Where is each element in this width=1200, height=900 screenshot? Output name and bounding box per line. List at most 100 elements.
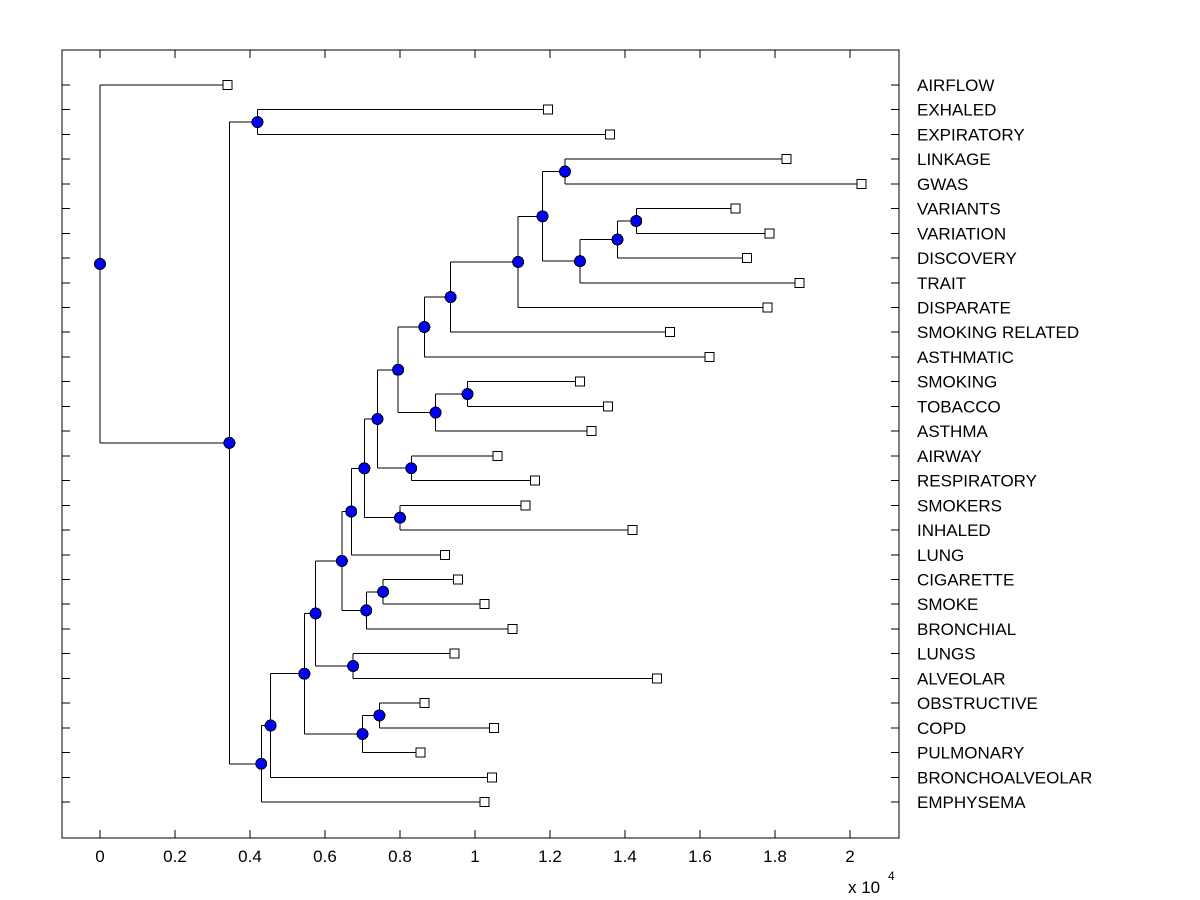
x-tick-label: 1 (470, 847, 479, 866)
internal-node-marker[interactable] (559, 165, 571, 178)
internal-node-marker[interactable] (429, 406, 442, 419)
leaf-node-marker[interactable] (507, 623, 518, 634)
leaf-node-marker[interactable] (627, 525, 638, 536)
x-tick-label: 0.4 (238, 847, 262, 866)
leaf-label[interactable]: LUNG (917, 546, 964, 565)
leaf-node-marker[interactable] (222, 80, 233, 90)
internal-node-marker[interactable] (394, 511, 406, 524)
leaf-label[interactable]: EMPHYSEMA (917, 793, 1026, 812)
leaf-label[interactable]: ALVEOLAR (917, 669, 1006, 688)
x-tick-label: 1.4 (613, 847, 637, 866)
leaf-label[interactable]: DISPARATE (917, 299, 1011, 318)
tree-node-markers (94, 80, 867, 807)
leaf-label[interactable]: INHALED (917, 521, 991, 540)
leaf-label[interactable]: ASTHMATIC (917, 348, 1014, 367)
leaf-label[interactable]: OBSTRUCTIVE (917, 694, 1038, 713)
internal-node-marker[interactable] (347, 660, 360, 673)
leaf-node-marker[interactable] (856, 178, 867, 189)
leaf-label[interactable]: BRONCHIAL (917, 620, 1016, 639)
leaf-node-marker[interactable] (415, 747, 426, 758)
leaf-node-marker[interactable] (479, 796, 490, 807)
internal-node-marker[interactable] (360, 604, 373, 617)
internal-node-marker[interactable] (392, 363, 405, 376)
internal-node-marker[interactable] (309, 607, 322, 620)
internal-node-marker[interactable] (405, 462, 418, 475)
leaf-node-marker[interactable] (704, 351, 715, 362)
leaf-node-marker[interactable] (449, 648, 460, 659)
leaf-node-marker[interactable] (419, 698, 430, 709)
internal-node-marker[interactable] (251, 116, 264, 129)
internal-node-marker[interactable] (264, 719, 277, 732)
plot-box (61, 49, 900, 839)
internal-node-marker[interactable] (255, 757, 268, 770)
internal-node-marker[interactable] (611, 233, 624, 246)
x-tick-label: 0.6 (313, 847, 337, 866)
leaf-label[interactable]: ASTHMA (917, 422, 989, 441)
leaf-node-marker[interactable] (520, 500, 531, 511)
leaf-node-marker[interactable] (575, 376, 585, 387)
leaf-node-marker[interactable] (762, 302, 773, 313)
leaf-node-marker[interactable] (741, 253, 752, 264)
leaf-label[interactable]: GWAS (917, 175, 968, 194)
leaf-label[interactable]: RESPIRATORY (917, 472, 1037, 491)
leaf-label[interactable]: EXPIRATORY (917, 125, 1025, 144)
internal-node-marker[interactable] (371, 413, 384, 426)
internal-node-marker[interactable] (444, 291, 457, 304)
internal-node-marker[interactable] (377, 585, 390, 598)
leaf-label[interactable]: TOBACCO (917, 397, 1001, 416)
leaf-label[interactable]: SMOKING (917, 373, 997, 392)
leaf-node-marker[interactable] (453, 574, 464, 585)
leaf-node-marker[interactable] (543, 104, 554, 115)
leaf-label[interactable]: TRAIT (917, 274, 966, 293)
leaf-label[interactable]: AIRFLOW (917, 76, 994, 95)
x-tick-label: 1.8 (763, 847, 787, 866)
leaf-node-marker[interactable] (440, 549, 450, 560)
internal-node-marker[interactable] (94, 257, 106, 270)
leaf-label[interactable]: PULMONARY (917, 744, 1024, 763)
internal-node-marker[interactable] (512, 255, 525, 268)
leaf-node-marker[interactable] (730, 203, 741, 214)
leaf-label[interactable]: BRONCHOALVEOLAR (917, 768, 1092, 787)
leaf-label[interactable]: LUNGS (917, 645, 976, 664)
leaf-label[interactable]: CIGARETTE (917, 570, 1014, 589)
leaf-node-marker[interactable] (492, 450, 503, 461)
leaf-node-marker[interactable] (486, 772, 497, 783)
leaf-node-marker[interactable] (488, 722, 499, 733)
internal-node-marker[interactable] (461, 388, 474, 401)
leaf-label[interactable]: VARIANTS (917, 200, 1001, 219)
leaf-label[interactable]: EXHALED (917, 101, 996, 120)
leaf-node-marker[interactable] (605, 129, 615, 140)
leaf-label[interactable]: LINKAGE (917, 150, 991, 169)
x-tick-label: 1.2 (538, 847, 562, 866)
leaf-node-marker[interactable] (603, 401, 614, 412)
leaf-node-marker[interactable] (781, 154, 792, 165)
leaf-node-marker[interactable] (479, 599, 490, 610)
leaf-node-marker[interactable] (764, 228, 775, 239)
internal-node-marker[interactable] (574, 255, 586, 268)
internal-node-marker[interactable] (298, 667, 311, 680)
leaf-label[interactable]: COPD (917, 719, 966, 738)
x-tick-label: 2 (845, 847, 854, 866)
leaf-label[interactable]: DISCOVERY (917, 249, 1017, 268)
internal-node-marker[interactable] (335, 554, 348, 567)
internal-node-marker[interactable] (373, 709, 386, 722)
leaf-node-marker[interactable] (530, 475, 540, 486)
leaf-label[interactable]: SMOKE (917, 595, 978, 614)
internal-node-marker[interactable] (345, 505, 358, 518)
leaf-label[interactable]: VARIATION (917, 224, 1006, 243)
leaf-node-marker[interactable] (665, 327, 675, 338)
leaf-node-marker[interactable] (586, 426, 597, 437)
leaf-node-marker[interactable] (651, 673, 662, 684)
internal-node-marker[interactable] (418, 321, 431, 334)
leaf-label[interactable]: SMOKING RELATED (917, 323, 1079, 342)
internal-node-marker[interactable] (358, 462, 371, 475)
leaf-node-marker[interactable] (794, 277, 805, 288)
internal-node-marker[interactable] (223, 436, 236, 449)
internal-node-marker[interactable] (630, 214, 643, 227)
internal-node-marker[interactable] (536, 210, 549, 223)
leaf-label[interactable]: SMOKERS (917, 496, 1002, 515)
leaf-label[interactable]: AIRWAY (917, 447, 982, 466)
internal-node-marker[interactable] (356, 728, 369, 741)
